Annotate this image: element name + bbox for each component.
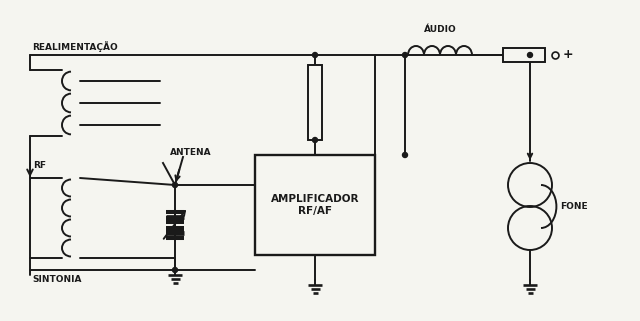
Text: AMPLIFICADOR
RF/AF: AMPLIFICADOR RF/AF <box>271 194 359 216</box>
Bar <box>503 48 545 62</box>
Bar <box>308 65 322 140</box>
Bar <box>255 155 375 255</box>
Circle shape <box>403 53 408 57</box>
Circle shape <box>173 267 177 273</box>
Circle shape <box>527 53 532 57</box>
Text: REALIMENTAÇÃO: REALIMENTAÇÃO <box>32 41 118 52</box>
Circle shape <box>312 53 317 57</box>
Text: FONE: FONE <box>560 202 588 211</box>
Text: ÁUDIO: ÁUDIO <box>424 25 456 34</box>
Circle shape <box>403 152 408 158</box>
Circle shape <box>173 183 177 187</box>
Text: RF: RF <box>33 160 46 169</box>
Text: ANTENA: ANTENA <box>170 148 212 157</box>
Circle shape <box>312 137 317 143</box>
Text: SINTONIA: SINTONIA <box>32 275 81 284</box>
Text: +: + <box>563 48 573 62</box>
